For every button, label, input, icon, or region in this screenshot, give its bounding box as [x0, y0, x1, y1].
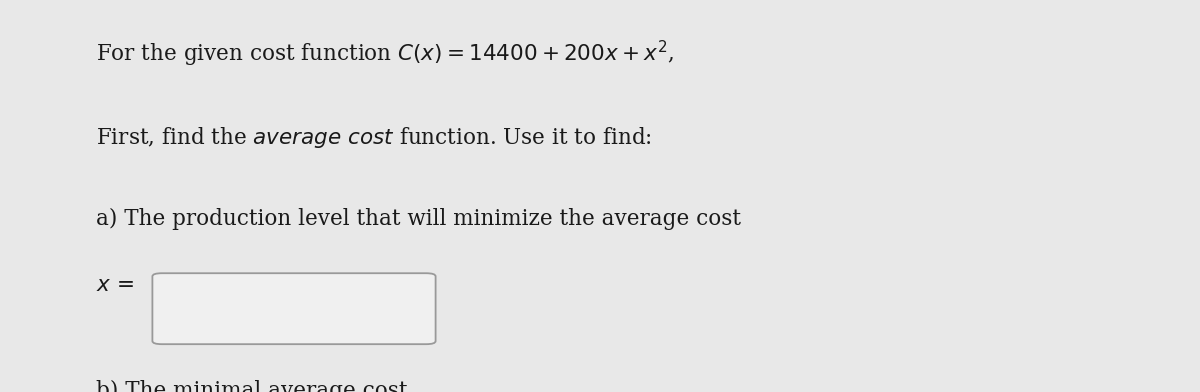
Text: $x$ =: $x$ =	[96, 274, 134, 296]
FancyBboxPatch shape	[152, 273, 436, 344]
Text: For the given cost function $C(x) = 14400 + 200x + x^2$,: For the given cost function $C(x) = 1440…	[96, 39, 674, 69]
Text: b) The minimal average cost: b) The minimal average cost	[96, 380, 408, 392]
Text: First, find the $\it{average\ cost}$ function. Use it to find:: First, find the $\it{average\ cost}$ fun…	[96, 125, 652, 151]
Text: a) The production level that will minimize the average cost: a) The production level that will minimi…	[96, 208, 742, 230]
